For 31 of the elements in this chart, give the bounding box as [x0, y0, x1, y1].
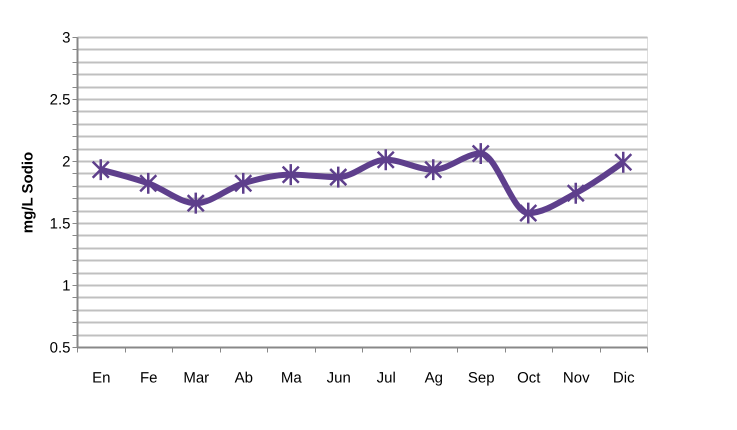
x-tick-label: En	[92, 370, 110, 386]
y-tick-label: 0.5	[50, 340, 70, 356]
y-tick-label: 1.5	[50, 216, 70, 232]
point	[471, 142, 490, 166]
y-axis-title: mg/L Sodio	[20, 152, 37, 234]
point	[518, 201, 538, 225]
x-tick-label: Dic	[612, 370, 636, 386]
point	[186, 191, 206, 215]
point	[376, 148, 396, 172]
x-tick-label: Ab	[234, 370, 253, 386]
point	[234, 172, 253, 196]
x-tick-label: Ma	[280, 370, 302, 386]
point	[91, 158, 110, 182]
y-tick-label: 2	[62, 154, 70, 170]
x-tick-label: Mar	[183, 370, 210, 386]
x-tick-label: Ag	[424, 370, 443, 386]
x-tick-label: Jun	[326, 370, 351, 386]
y-tick-label: 2.5	[50, 92, 70, 108]
x-tick-label: Oct	[517, 370, 542, 386]
point	[614, 150, 633, 174]
point	[424, 158, 443, 182]
x-tick-label: Jul	[376, 370, 396, 386]
point	[281, 162, 300, 186]
x-tick-label: Sep	[468, 370, 495, 386]
point	[138, 172, 158, 196]
y-tick-label: 3	[62, 30, 70, 46]
y-tick-label: 1	[62, 278, 70, 294]
point	[328, 165, 348, 189]
x-tick-label: Fe	[140, 370, 158, 386]
point	[566, 182, 586, 205]
x-tick-label: Nov	[562, 370, 590, 386]
